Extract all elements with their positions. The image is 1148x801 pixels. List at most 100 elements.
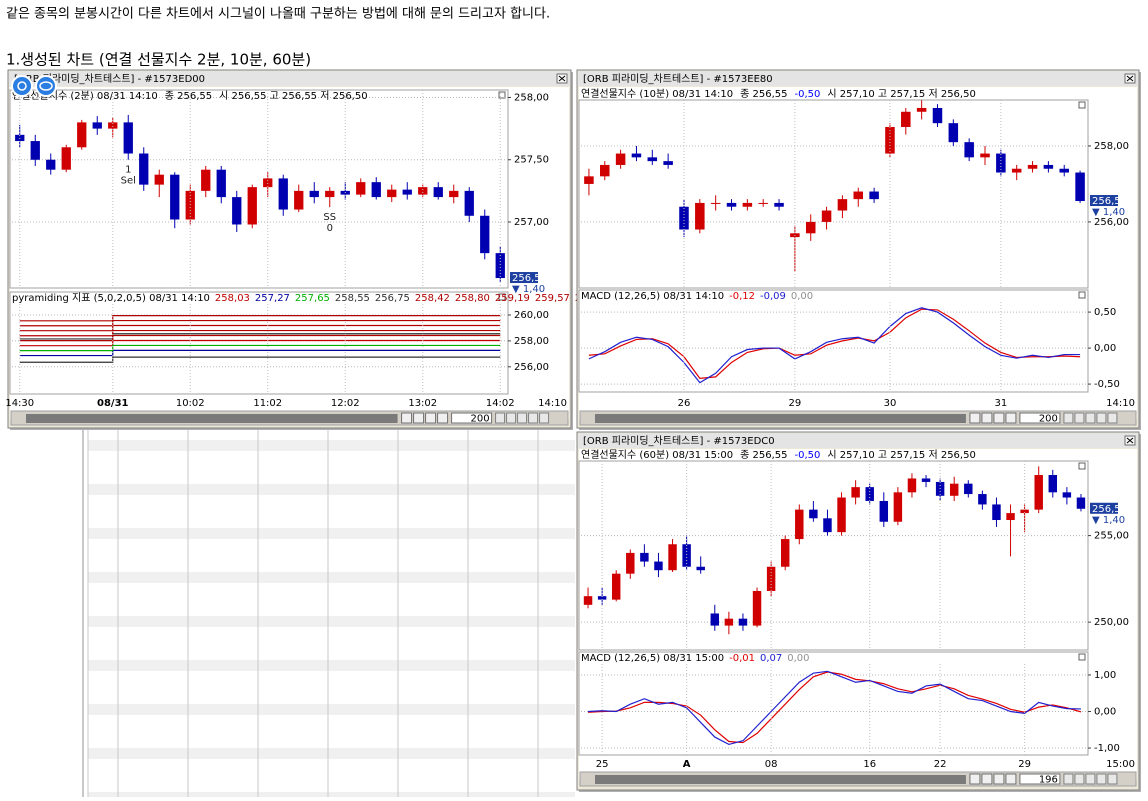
- scroll-button[interactable]: [993, 773, 1005, 785]
- x-tick-label: 26: [678, 398, 691, 409]
- scroll-button[interactable]: [413, 412, 425, 424]
- candle-body: [823, 518, 832, 533]
- scroll-button[interactable]: [981, 412, 993, 424]
- post-question: 같은 종목의 분봉시간이 다른 차트에서 시그널이 나올때 구분하는 방법에 대…: [6, 7, 550, 22]
- candle-body: [893, 492, 903, 522]
- candle-body: [654, 561, 663, 571]
- candle-body: [901, 111, 911, 127]
- x-tick-label: 29: [1018, 759, 1031, 770]
- zoom-button[interactable]: [1096, 773, 1107, 785]
- scroll-button[interactable]: [969, 773, 981, 785]
- series-line: [588, 308, 1081, 379]
- price-label-box: [1090, 195, 1118, 207]
- scroll-button[interactable]: [969, 412, 981, 424]
- price-info-part: -0,50: [794, 89, 820, 100]
- sheet-row: [88, 484, 575, 495]
- scroll-count-box: [451, 412, 493, 424]
- y-tick-label: 0,00: [1094, 707, 1116, 718]
- sheet-row: [88, 792, 575, 801]
- chart-area: [10, 87, 569, 419]
- candle-body: [626, 552, 635, 574]
- legend-value: 257,27: [255, 293, 290, 304]
- candle-body: [742, 202, 753, 207]
- price-info-part: 시 257,10 고 257,15 저 256,50: [827, 88, 975, 100]
- series-line: [588, 670, 1081, 746]
- scroll-button[interactable]: [981, 773, 993, 785]
- candle-body: [916, 107, 927, 112]
- candle-body: [1034, 475, 1043, 510]
- zoom-button[interactable]: [1063, 412, 1074, 424]
- panel-frame: [578, 651, 1089, 756]
- x-tick-label: 13:02: [408, 398, 437, 409]
- close-button[interactable]: [1124, 73, 1136, 84]
- scroll-button[interactable]: [425, 412, 437, 424]
- panel-frame: [578, 99, 1089, 289]
- candle-body: [92, 122, 102, 129]
- zoom-button[interactable]: [1063, 773, 1074, 785]
- sheet-row: [88, 748, 575, 759]
- series-line: [588, 307, 1081, 384]
- close-button[interactable]: [556, 73, 568, 84]
- candle-body: [247, 187, 257, 225]
- zoom-button[interactable]: [1107, 412, 1118, 424]
- panel-frame: [578, 289, 1089, 393]
- y-tick-label: 256,00: [1094, 217, 1129, 228]
- chart-area: [579, 87, 1137, 419]
- signal-annotation: SS: [323, 212, 336, 223]
- candle-body: [1048, 475, 1058, 493]
- x-tick-label: 08: [765, 759, 778, 770]
- price-label: 256,55: [1092, 504, 1127, 515]
- candle-body: [695, 202, 705, 230]
- candle-body: [418, 187, 428, 195]
- legend-value: 259,57: [535, 293, 570, 304]
- candle-body: [696, 566, 705, 571]
- scroll-button[interactable]: [437, 412, 449, 424]
- candle-body: [139, 153, 149, 185]
- zoom-button[interactable]: [1074, 412, 1085, 424]
- sheet-row: [88, 440, 575, 451]
- candle-body: [837, 497, 846, 533]
- price-info-part: 시 257,10 고 257,15 저 256,50: [827, 449, 975, 461]
- candle-body: [123, 122, 133, 154]
- legend-note: 0,00: [787, 653, 809, 664]
- candle-body: [885, 126, 895, 154]
- zoom-button[interactable]: [539, 412, 550, 424]
- zoom-button[interactable]: [528, 412, 539, 424]
- zoom-button[interactable]: [1074, 773, 1085, 785]
- panel-button: [1078, 101, 1086, 109]
- x-tick-label: 10:02: [176, 398, 205, 409]
- candle-body: [185, 190, 195, 220]
- legend-value: -0,12: [729, 291, 755, 302]
- scroll-count-box: [1019, 412, 1061, 424]
- x-tick-label: 16: [863, 759, 876, 770]
- zoom-button[interactable]: [506, 412, 517, 424]
- candle-body: [611, 573, 621, 600]
- zoom-button[interactable]: [1085, 412, 1096, 424]
- y-tick-label: 250,00: [1094, 617, 1129, 628]
- zoom-button[interactable]: [1096, 412, 1107, 424]
- y-tick-label: -0,50: [1094, 379, 1120, 390]
- overlay-icon: [11, 75, 33, 97]
- scroll-count-box: [1019, 773, 1061, 785]
- scroll-button[interactable]: [1005, 773, 1017, 785]
- candle-body: [978, 494, 987, 505]
- close-button[interactable]: [1124, 435, 1136, 446]
- candle-body: [752, 590, 762, 626]
- scroll-button[interactable]: [993, 412, 1005, 424]
- close-button-icon: [558, 75, 566, 82]
- scroll-button[interactable]: [401, 412, 413, 424]
- zoom-button[interactable]: [495, 412, 506, 424]
- candle-body: [1043, 164, 1054, 169]
- candle-body: [663, 161, 673, 165]
- scroll-button[interactable]: [1005, 412, 1017, 424]
- candle-body: [108, 122, 118, 129]
- candle-body: [964, 142, 974, 158]
- panel-button: [1078, 291, 1086, 299]
- candle-body: [464, 190, 474, 216]
- zoom-button[interactable]: [1085, 773, 1096, 785]
- candle-body: [309, 190, 319, 198]
- time-label: 15:00: [1106, 759, 1135, 770]
- candle-body: [46, 159, 56, 170]
- zoom-button[interactable]: [1107, 773, 1118, 785]
- zoom-button[interactable]: [517, 412, 528, 424]
